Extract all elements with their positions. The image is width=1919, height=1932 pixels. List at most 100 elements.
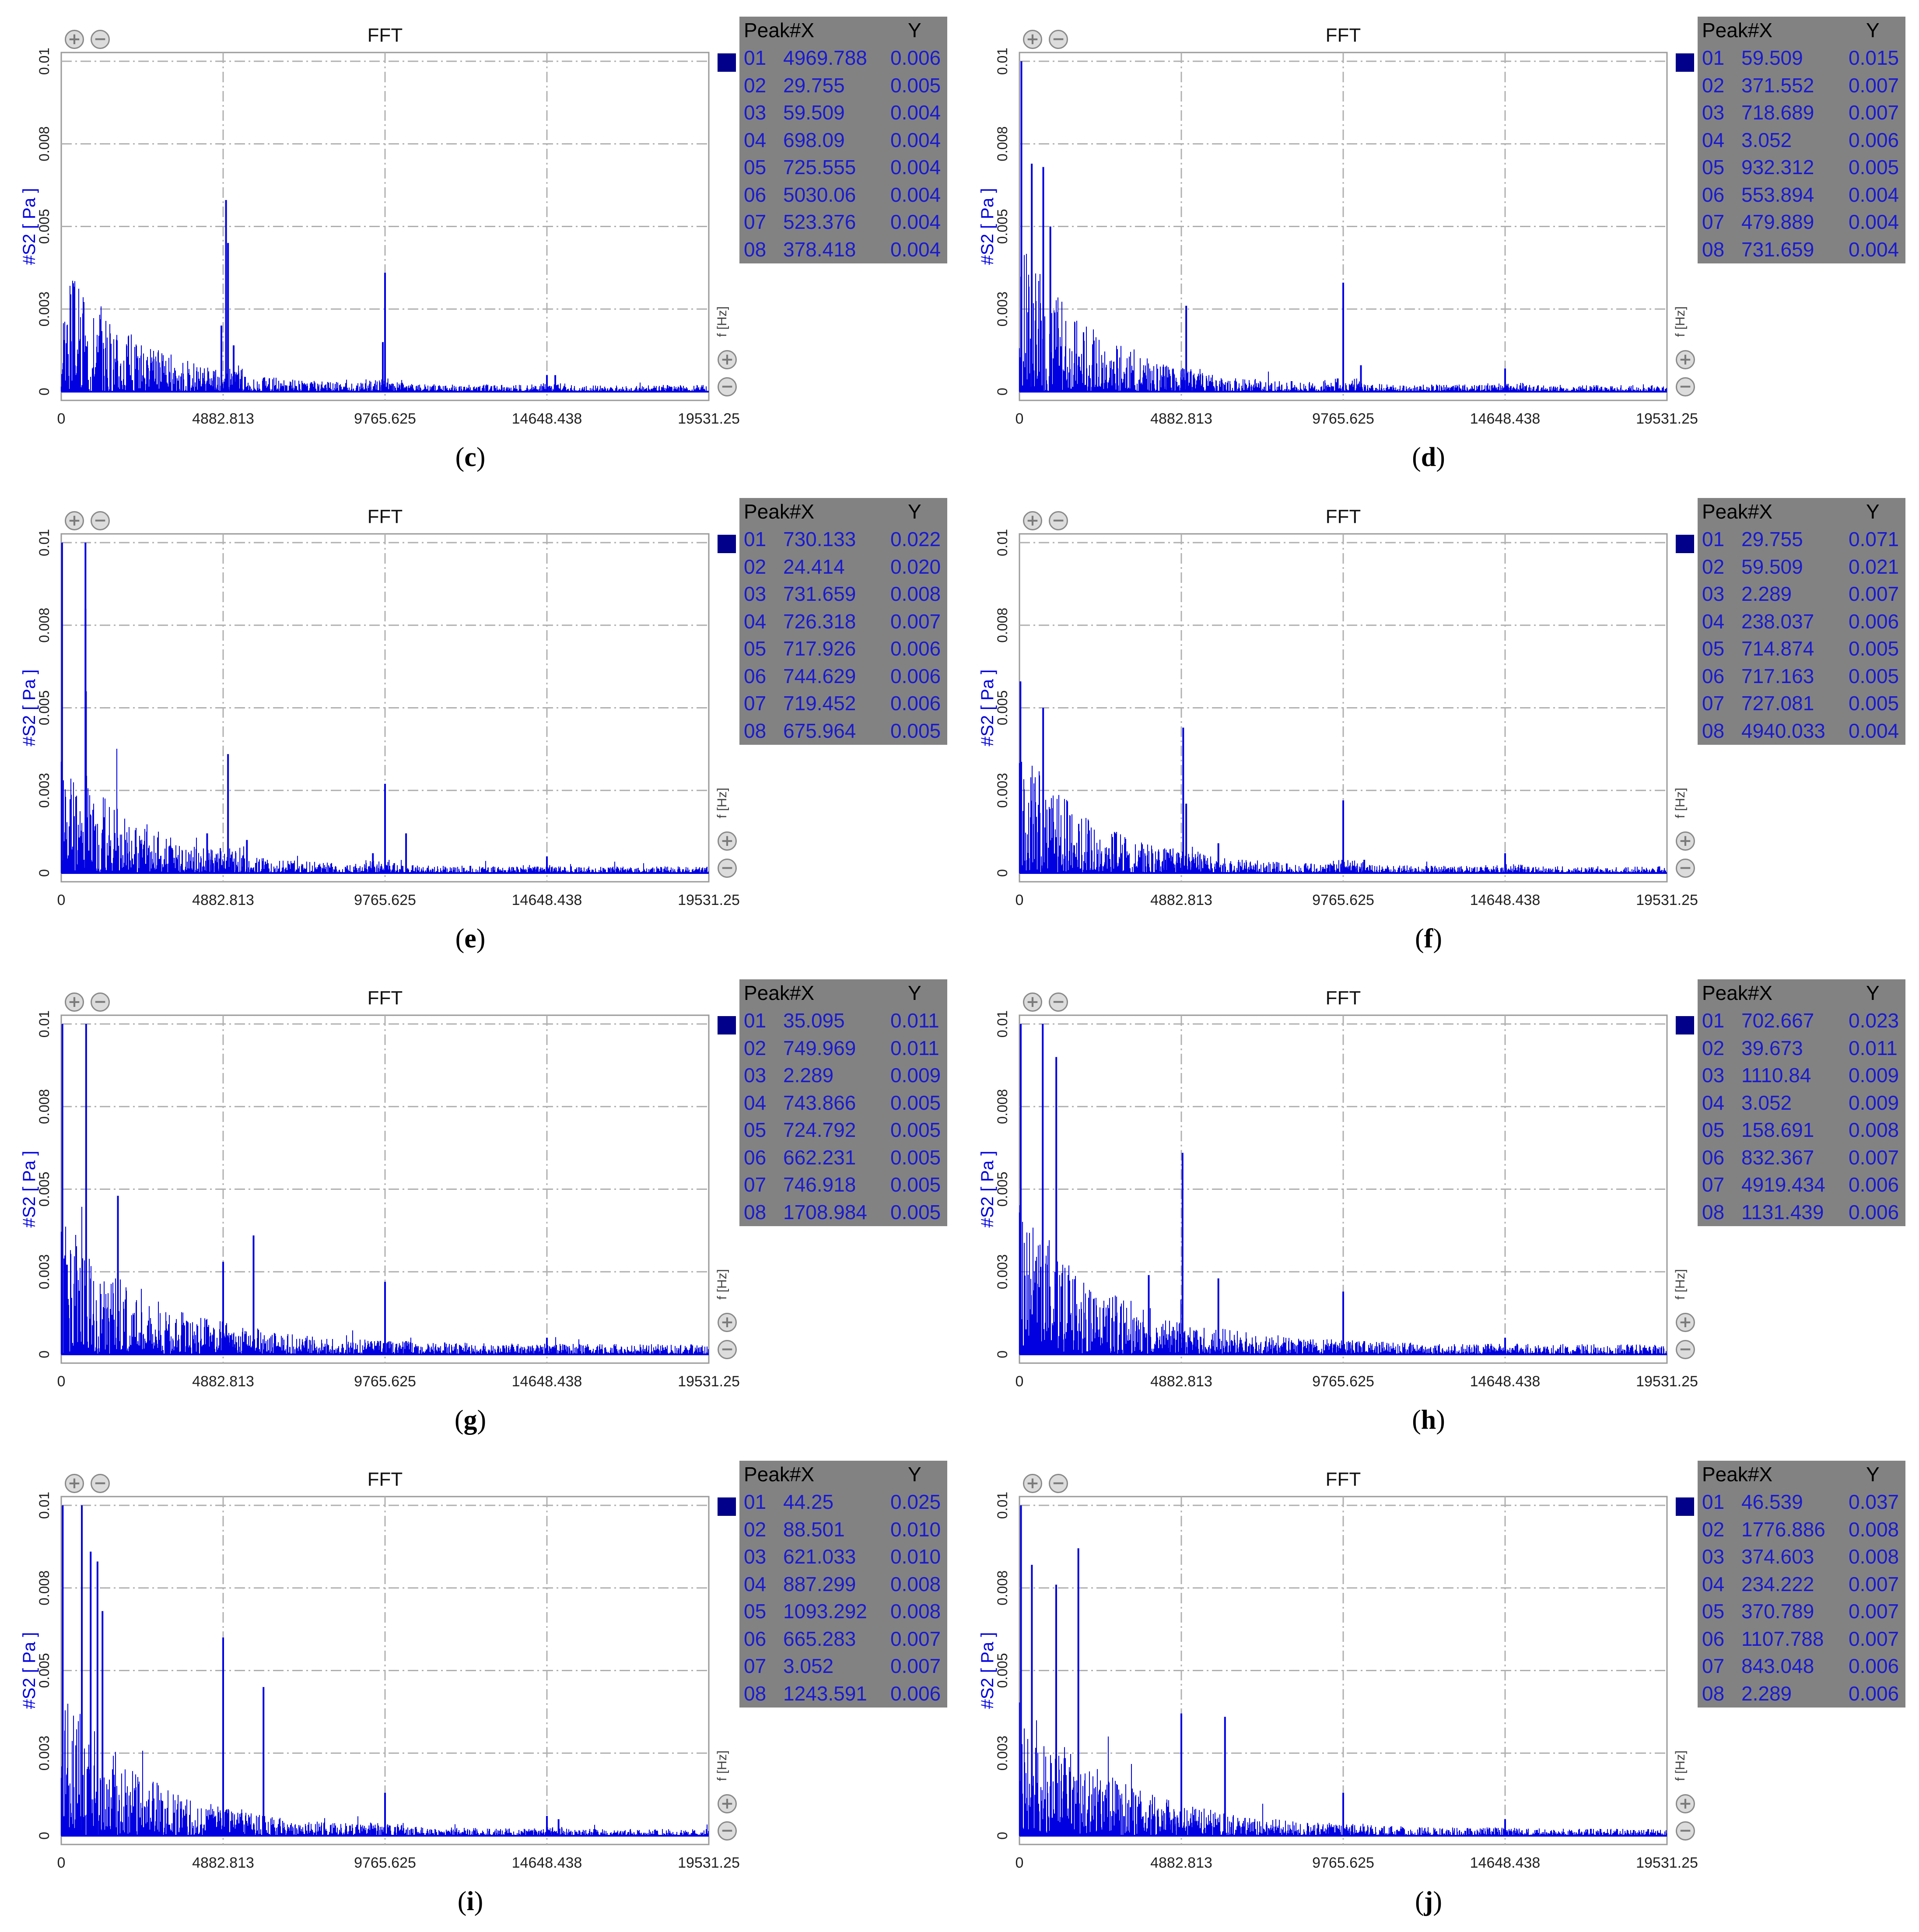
- zoom-out-icon[interactable]: −: [91, 30, 110, 49]
- x-tick-label: 9765.625: [354, 410, 416, 427]
- peak-x: 714.874: [1741, 637, 1814, 660]
- x-tick-label: 19531.25: [678, 1373, 740, 1390]
- x-tick-label: 14648.438: [1470, 1373, 1541, 1390]
- zoom-out-icon[interactable]: −: [1676, 1340, 1695, 1359]
- x-tick-label: 14648.438: [512, 410, 582, 427]
- peak-x: 744.629: [783, 664, 856, 687]
- zoom-out-icon[interactable]: −: [91, 992, 110, 1012]
- zoom-in-icon[interactable]: +: [1676, 831, 1695, 851]
- zoom-out-icon[interactable]: −: [1676, 377, 1695, 396]
- zoom-out-icon[interactable]: −: [718, 859, 737, 878]
- peak-row: 06 1107.788 0.007: [1698, 1625, 1905, 1653]
- y-axis-label: #S2 [ Pa ]: [978, 1632, 997, 1709]
- y-tick-label: 0.003: [36, 291, 52, 326]
- zoom-in-icon[interactable]: +: [65, 992, 84, 1012]
- peak-row: 04 887.299 0.008: [739, 1571, 947, 1598]
- peak-index: 07: [744, 1655, 767, 1677]
- y-tick-label: 0.005: [995, 1171, 1010, 1206]
- zoom-out-icon[interactable]: −: [718, 1340, 737, 1359]
- peak-row: 04 743.866 0.005: [739, 1089, 947, 1117]
- fft-panel-c: FFT 0 4882.813 9765.625 14648.438 19531.25 0 0.…: [0, 0, 958, 481]
- peak-row: 02 59.509 0.021: [1698, 553, 1905, 581]
- y-tick-label: 0.008: [36, 1089, 52, 1124]
- zoom-out-icon[interactable]: −: [718, 1821, 737, 1841]
- peak-row: 03 2.289 0.007: [1698, 580, 1905, 608]
- peak-index: 04: [744, 128, 767, 151]
- peak-x: 1776.886: [1741, 1518, 1825, 1541]
- fft-panel-d: FFT 0 4882.813 9765.625 14648.438 19531.25 0 0.…: [958, 0, 1916, 481]
- plot-title: FFT: [368, 25, 403, 46]
- peak-table-f: Peak#X Y 01 29.755 0.071 02 59.509 0.021 03 2.289…: [1698, 498, 1905, 745]
- zoom-in-icon[interactable]: +: [65, 1474, 84, 1493]
- peak-y: 0.005: [890, 1119, 941, 1141]
- zoom-in-icon[interactable]: +: [718, 350, 737, 369]
- peak-x: 2.289: [783, 1064, 834, 1087]
- peak-row: 05 1093.292 0.008: [739, 1598, 947, 1625]
- peak-row: 05 717.926 0.006: [739, 635, 947, 663]
- peak-index: 01: [744, 46, 767, 69]
- peak-y: 0.006: [890, 1682, 941, 1705]
- plot-title: FFT: [1326, 987, 1361, 1009]
- peak-x: 1093.292: [783, 1600, 867, 1623]
- zoom-in-icon[interactable]: +: [718, 1313, 737, 1332]
- zoom-in-icon[interactable]: +: [1676, 1794, 1695, 1813]
- peak-index: 07: [744, 692, 767, 715]
- peak-row: 08 1708.984 0.005: [739, 1199, 947, 1226]
- x-tick-label: 14648.438: [1470, 1855, 1541, 1871]
- zoom-in-icon[interactable]: +: [718, 831, 737, 851]
- peak-y: 0.007: [1849, 1627, 1899, 1650]
- peak-x: 44.25: [783, 1490, 834, 1513]
- y-tick-label: 0.008: [36, 1571, 52, 1606]
- zoom-in-icon[interactable]: +: [1023, 511, 1042, 530]
- zoom-in-icon[interactable]: +: [1676, 350, 1695, 369]
- x-tick-label: 14648.438: [1470, 892, 1541, 908]
- peak-index: 07: [744, 1173, 767, 1196]
- peak-y: 0.008: [1849, 1119, 1899, 1141]
- series-marker: [1676, 1497, 1694, 1516]
- peak-row: 02 29.755 0.005: [739, 72, 947, 99]
- peak-x: 702.667: [1741, 1009, 1814, 1032]
- peak-y: 0.007: [1849, 582, 1899, 605]
- peak-index: 01: [1702, 528, 1725, 550]
- zoom-in-icon[interactable]: +: [1676, 1313, 1695, 1332]
- peak-y: 0.006: [1849, 1200, 1899, 1224]
- x-tick-label: 14648.438: [512, 1373, 582, 1390]
- zoom-out-icon[interactable]: −: [1049, 1474, 1068, 1493]
- zoom-out-icon[interactable]: −: [1049, 511, 1068, 530]
- y-tick-label: 0.005: [36, 690, 52, 725]
- peak-row: 07 4919.434 0.006: [1698, 1171, 1905, 1199]
- zoom-out-icon[interactable]: −: [718, 377, 737, 396]
- zoom-out-icon[interactable]: −: [1049, 992, 1068, 1012]
- zoom-in-icon[interactable]: +: [718, 1794, 737, 1813]
- peak-index: 03: [1702, 582, 1725, 605]
- peak-row: 05 932.312 0.005: [1698, 154, 1905, 181]
- header-y: Y: [908, 19, 921, 42]
- peak-index: 05: [744, 1119, 767, 1141]
- zoom-out-icon[interactable]: −: [1049, 30, 1068, 49]
- zoom-out-icon[interactable]: −: [91, 511, 110, 530]
- peak-index: 05: [744, 637, 767, 660]
- zoom-in-icon[interactable]: +: [65, 30, 84, 49]
- peak-index: 06: [744, 183, 767, 206]
- peak-index: 08: [744, 719, 767, 742]
- zoom-in-icon[interactable]: +: [1023, 992, 1042, 1012]
- fft-panel-j: FFT 0 4882.813 9765.625 14648.438 19531.25 0 0.…: [958, 1444, 1916, 1925]
- peak-x: 675.964: [783, 719, 856, 742]
- peak-x: 1110.84: [1741, 1064, 1811, 1087]
- peak-x: 843.048: [1741, 1655, 1814, 1677]
- peak-row: 01 44.25 0.025: [739, 1488, 947, 1516]
- peak-row: 01 35.095 0.011: [739, 1007, 947, 1034]
- header-y: Y: [1866, 19, 1880, 42]
- peak-y: 0.008: [890, 582, 941, 605]
- zoom-in-icon[interactable]: +: [65, 511, 84, 530]
- peak-row: 03 731.659 0.008: [739, 580, 947, 608]
- zoom-out-icon[interactable]: −: [91, 1474, 110, 1493]
- fft-panel-h: FFT 0 4882.813 9765.625 14648.438 19531.25 0 0.…: [958, 963, 1916, 1444]
- y-tick-label: 0.003: [995, 291, 1010, 326]
- zoom-out-icon[interactable]: −: [1676, 859, 1695, 878]
- zoom-in-icon[interactable]: +: [1023, 30, 1042, 49]
- zoom-in-icon[interactable]: +: [1023, 1474, 1042, 1493]
- y-tick-label: 0: [995, 1832, 1010, 1840]
- peak-index: 05: [744, 156, 767, 179]
- zoom-out-icon[interactable]: −: [1676, 1821, 1695, 1841]
